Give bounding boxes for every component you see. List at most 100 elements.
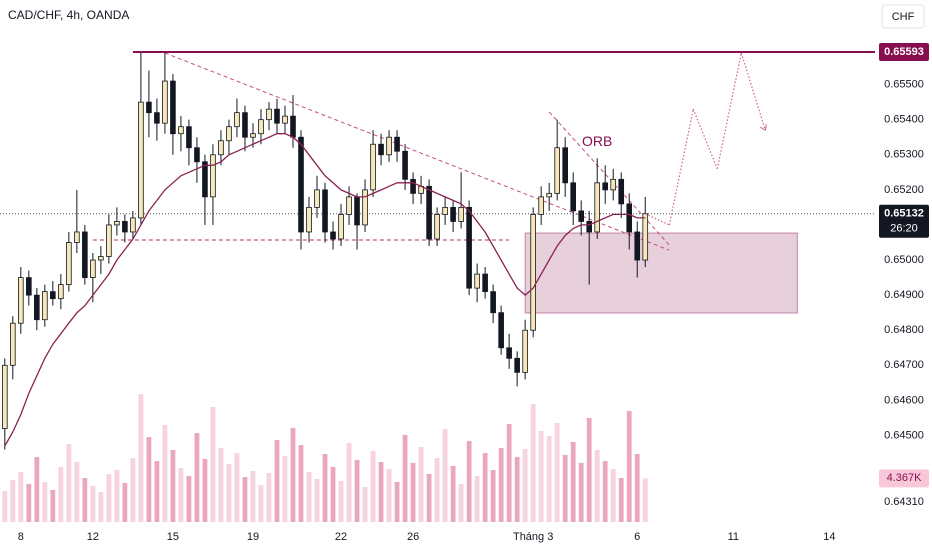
candle-body bbox=[338, 214, 344, 240]
volume-bar bbox=[106, 474, 112, 522]
volume-bar bbox=[122, 483, 128, 522]
x-tick-label: 6 bbox=[634, 531, 640, 543]
candle-body bbox=[162, 80, 168, 124]
volume-bar bbox=[498, 448, 504, 522]
x-tick-label: 8 bbox=[18, 531, 24, 543]
candle-body bbox=[322, 189, 328, 233]
volume-bar bbox=[570, 442, 576, 522]
volume-bar bbox=[450, 466, 456, 522]
candle-body bbox=[234, 112, 240, 128]
x-tick-label: 12 bbox=[87, 531, 99, 543]
candle-body bbox=[146, 101, 152, 114]
candle-body bbox=[154, 112, 160, 124]
volume-bar bbox=[274, 440, 280, 522]
volume-label-box bbox=[879, 469, 929, 488]
volume-bar bbox=[2, 491, 8, 522]
x-tick-label: 14 bbox=[823, 531, 835, 543]
candle-body bbox=[210, 154, 216, 198]
candle-body bbox=[10, 322, 16, 366]
volume-bar bbox=[258, 485, 264, 522]
volume-bar bbox=[594, 450, 600, 522]
candle-body bbox=[346, 196, 352, 215]
candle-body bbox=[74, 231, 80, 243]
price-label: 0.65132 bbox=[884, 208, 924, 220]
annotation: ORB bbox=[582, 133, 612, 149]
candle-body bbox=[170, 80, 176, 135]
volume-bar bbox=[538, 431, 544, 522]
volume-bar bbox=[58, 467, 64, 522]
y-tick-label: 0.65000 bbox=[884, 254, 924, 266]
chart-title: CAD/CHF, 4h, OANDA bbox=[8, 8, 129, 22]
volume-bar bbox=[218, 448, 224, 522]
volume-bar bbox=[170, 450, 176, 522]
currency-button[interactable] bbox=[881, 4, 925, 29]
volume-bar bbox=[138, 394, 144, 522]
x-tick-label: 11 bbox=[728, 531, 739, 543]
candle-body bbox=[586, 221, 593, 233]
volume-bar bbox=[322, 454, 328, 522]
y-tick-label: 0.65300 bbox=[884, 149, 924, 161]
candle-body bbox=[106, 224, 112, 257]
candle-body bbox=[394, 136, 400, 152]
volume-bar bbox=[610, 469, 616, 522]
volume-bar bbox=[162, 425, 168, 522]
candle-body bbox=[274, 108, 280, 124]
y-tick-label: 0.64700 bbox=[884, 359, 924, 371]
volume-bar bbox=[234, 453, 240, 522]
volume-bar bbox=[370, 451, 376, 522]
candle-body bbox=[314, 189, 320, 208]
volume-bar bbox=[194, 433, 200, 522]
candle-body bbox=[114, 221, 120, 226]
candle-body bbox=[58, 284, 64, 300]
volume-bar bbox=[602, 461, 608, 522]
candle-body bbox=[626, 203, 633, 233]
candle-body bbox=[642, 213, 649, 261]
candle-body bbox=[306, 207, 312, 233]
candle-body bbox=[378, 143, 384, 156]
candle-body bbox=[34, 294, 40, 321]
volume-bar bbox=[442, 429, 448, 522]
volume-bar bbox=[130, 458, 136, 522]
volume-bar bbox=[34, 457, 40, 522]
trendline bbox=[548, 111, 670, 246]
volume-bar bbox=[578, 463, 584, 522]
candle-body bbox=[178, 126, 184, 135]
projection bbox=[740, 52, 766, 131]
volume-bar bbox=[202, 459, 208, 522]
volume-bar bbox=[290, 428, 296, 522]
candle-body bbox=[42, 291, 48, 321]
countdown: 26:20 bbox=[890, 223, 918, 235]
volume-bar bbox=[226, 464, 232, 522]
candle-body bbox=[90, 259, 96, 278]
projection-arrow bbox=[760, 124, 767, 132]
volume-bar bbox=[306, 472, 312, 522]
volume-bar bbox=[458, 484, 464, 522]
candle-body bbox=[130, 217, 136, 233]
zone bbox=[524, 232, 798, 314]
y-tick-label: 0.64800 bbox=[884, 324, 924, 336]
volume-bar bbox=[10, 480, 16, 522]
volume-bar bbox=[434, 458, 440, 522]
volume-bar bbox=[394, 482, 400, 522]
volume-bar bbox=[490, 470, 496, 522]
volume-bar bbox=[338, 481, 344, 522]
candle-body bbox=[538, 196, 544, 215]
trendline bbox=[164, 52, 670, 251]
candle-body bbox=[330, 231, 336, 240]
currency-label[interactable]: CHF bbox=[892, 11, 915, 23]
volume-bar bbox=[314, 479, 320, 522]
volume-bar bbox=[330, 467, 336, 522]
volume-bar bbox=[642, 478, 648, 522]
y-tick-label: 0.65500 bbox=[884, 78, 924, 90]
candle-body bbox=[602, 182, 609, 191]
candle-body bbox=[82, 231, 88, 278]
volume-bar bbox=[154, 461, 160, 522]
candle-body bbox=[370, 143, 376, 191]
y-tick-label: 0.64310 bbox=[884, 496, 924, 508]
candle-body bbox=[474, 273, 480, 289]
volume-bar bbox=[482, 453, 488, 522]
volume-bar bbox=[146, 437, 152, 522]
projection bbox=[644, 213, 670, 226]
candle-body bbox=[98, 256, 104, 261]
candle-body bbox=[122, 221, 128, 233]
